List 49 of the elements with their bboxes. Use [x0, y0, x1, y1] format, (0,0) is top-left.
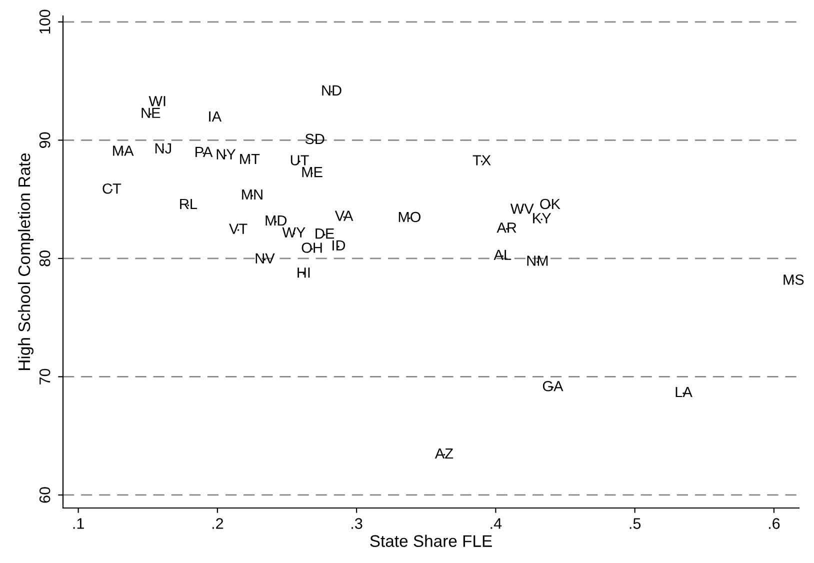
- data-label: VA: [334, 210, 354, 221]
- data-label: KY: [533, 213, 552, 224]
- y-tick-label: 60: [39, 487, 50, 503]
- x-tick-label: .6: [768, 518, 780, 529]
- data-label: IA: [209, 111, 222, 122]
- y-tick-label: 80: [39, 250, 50, 266]
- y-tick-label: 70: [39, 368, 50, 384]
- data-label: NY: [216, 149, 236, 160]
- data-label: AZ: [434, 448, 454, 459]
- data-label: ID: [332, 240, 346, 250]
- data-label: CT: [102, 183, 122, 194]
- data-label: OK: [540, 198, 560, 210]
- data-label: NV: [256, 253, 275, 264]
- data-label: AL: [494, 250, 512, 260]
- data-label: WY: [282, 227, 306, 238]
- data-label: MN: [242, 190, 262, 200]
- x-tick-label: .5: [630, 518, 641, 529]
- y-tick-label: 100: [39, 10, 50, 34]
- data-label: OH: [302, 242, 322, 253]
- data-label: ND: [322, 85, 342, 96]
- y-tick-label: 90: [39, 132, 50, 148]
- x-tick-label: .3: [352, 518, 362, 529]
- data-label: WV: [510, 204, 534, 214]
- data-label: WI: [148, 96, 166, 106]
- data-label: VT: [229, 224, 248, 234]
- data-label: UT: [290, 155, 309, 166]
- data-label: NE: [142, 108, 160, 118]
- data-label: RL: [180, 198, 198, 209]
- data-label: GA: [542, 380, 564, 392]
- data-label: TX: [472, 155, 491, 166]
- data-label: AR: [496, 222, 516, 233]
- data-label: NJ: [155, 143, 172, 154]
- data-label: MD: [266, 216, 287, 226]
- data-label: HI: [298, 268, 310, 278]
- data-label: SD: [305, 134, 324, 144]
- data-label: NM: [527, 256, 548, 266]
- data-label: DE: [316, 228, 334, 239]
- y-axis-title: High School Completion Rate: [18, 153, 34, 370]
- x-axis-title: State Share FLE: [370, 534, 492, 547]
- data-label: MA: [113, 146, 134, 156]
- data-label: MT: [240, 154, 260, 164]
- data-label: MO: [398, 212, 420, 222]
- data-label: PA: [196, 146, 213, 157]
- data-label: ME: [302, 167, 322, 178]
- x-tick-label: .2: [212, 518, 224, 529]
- data-label: MS: [784, 274, 804, 285]
- x-tick-label: .4: [490, 518, 502, 529]
- x-tick-label: .1: [73, 518, 84, 529]
- data-label: LA: [676, 387, 692, 398]
